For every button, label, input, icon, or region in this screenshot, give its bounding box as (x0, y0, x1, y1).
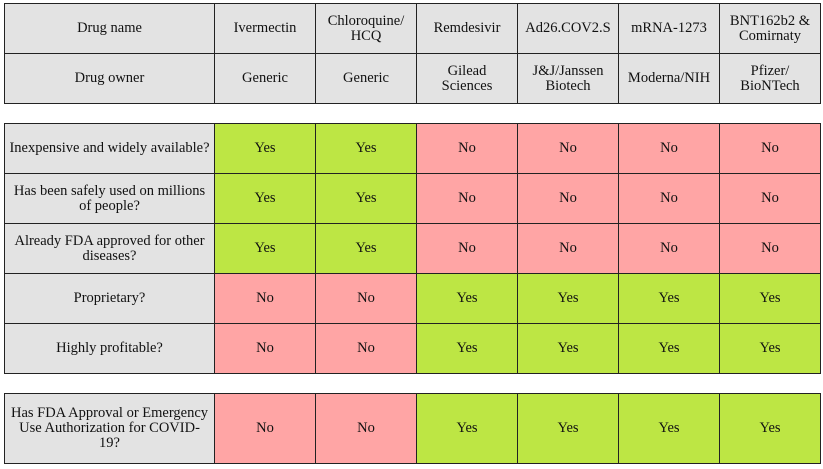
criteria-table: Inexpensive and widely available? Yes Ye… (4, 123, 821, 374)
drug-name-bnt162b2: BNT162b2 & Comirnaty (719, 3, 821, 54)
covid-approval-table: Has FDA Approval or Emergency Use Author… (4, 393, 821, 464)
answer-cell: No (517, 173, 619, 224)
drug-header-table: Drug name Ivermectin Chloroquine/ HCQ Re… (4, 3, 821, 104)
answer-cell: No (214, 323, 316, 374)
answer-cell: No (719, 223, 821, 274)
drug-name-label: Drug name (4, 3, 215, 54)
answer-cell: Yes (719, 323, 821, 374)
answer-cell: Yes (517, 323, 619, 374)
criteria-row: Inexpensive and widely available? Yes Ye… (4, 123, 821, 174)
covid-approval-row: Has FDA Approval or Emergency Use Author… (4, 393, 821, 464)
answer-cell: Yes (214, 123, 316, 174)
drug-name-row: Drug name Ivermectin Chloroquine/ HCQ Re… (4, 3, 821, 54)
drug-owner-ivermectin: Generic (214, 53, 316, 104)
answer-cell: Yes (618, 323, 720, 374)
answer-cell: Yes (315, 173, 417, 224)
criteria-question: Proprietary? (4, 273, 215, 324)
answer-cell: No (416, 123, 518, 174)
answer-cell: Yes (416, 273, 518, 324)
criteria-row: Already FDA approved for other diseases?… (4, 223, 821, 274)
answer-cell: No (315, 323, 417, 374)
drug-owner-ad26: J&J/Janssen Biotech (517, 53, 619, 104)
criteria-row: Has been safely used on millions of peop… (4, 173, 821, 224)
answer-cell: Yes (618, 393, 720, 464)
answer-cell: No (719, 173, 821, 224)
criteria-question: Has been safely used on millions of peop… (4, 173, 215, 224)
criteria-row: Highly profitable? No No Yes Yes Yes Yes (4, 323, 821, 374)
answer-cell: No (416, 223, 518, 274)
answer-cell: No (416, 173, 518, 224)
drug-name-ad26: Ad26.COV2.S (517, 3, 619, 54)
answer-cell: Yes (517, 393, 619, 464)
answer-cell: Yes (416, 323, 518, 374)
answer-cell: Yes (618, 273, 720, 324)
criteria-question: Already FDA approved for other diseases? (4, 223, 215, 274)
answer-cell: No (315, 393, 417, 464)
criteria-question: Highly profitable? (4, 323, 215, 374)
covid-approval-question: Has FDA Approval or Emergency Use Author… (4, 393, 215, 464)
answer-cell: No (517, 223, 619, 274)
answer-cell: No (719, 123, 821, 174)
answer-cell: Yes (719, 393, 821, 464)
answer-cell: No (618, 173, 720, 224)
drug-owner-label: Drug owner (4, 53, 215, 104)
drug-owner-remdesivir: Gilead Sciences (416, 53, 518, 104)
answer-cell: Yes (315, 123, 417, 174)
answer-cell: Yes (315, 223, 417, 274)
criteria-row: Proprietary? No No Yes Yes Yes Yes (4, 273, 821, 324)
answer-cell: Yes (214, 173, 316, 224)
answer-cell: Yes (214, 223, 316, 274)
answer-cell: No (517, 123, 619, 174)
answer-cell: Yes (517, 273, 619, 324)
answer-cell: Yes (719, 273, 821, 324)
drug-name-mrna1273: mRNA-1273 (618, 3, 720, 54)
drug-owner-row: Drug owner Generic Generic Gilead Scienc… (4, 53, 821, 104)
drug-owner-chloroquine: Generic (315, 53, 417, 104)
answer-cell: No (315, 273, 417, 324)
answer-cell: No (214, 393, 316, 464)
drug-owner-mrna1273: Moderna/NIH (618, 53, 720, 104)
answer-cell: No (618, 123, 720, 174)
answer-cell: No (214, 273, 316, 324)
drug-name-remdesivir: Remdesivir (416, 3, 518, 54)
criteria-question: Inexpensive and widely available? (4, 123, 215, 174)
drug-name-chloroquine: Chloroquine/ HCQ (315, 3, 417, 54)
answer-cell: Yes (416, 393, 518, 464)
answer-cell: No (618, 223, 720, 274)
drug-name-ivermectin: Ivermectin (214, 3, 316, 54)
drug-owner-bnt162b2: Pfizer/ BioNTech (719, 53, 821, 104)
